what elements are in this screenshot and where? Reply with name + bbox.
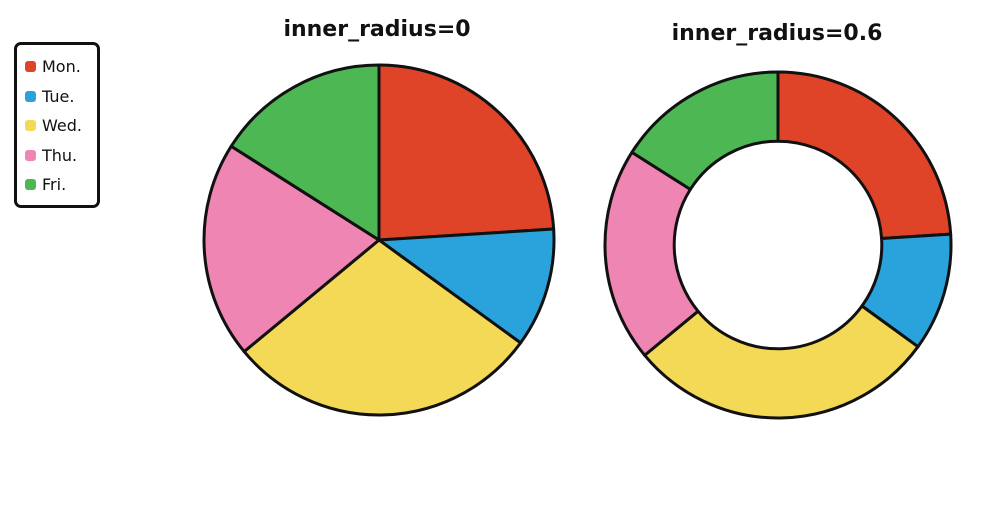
legend-label-fri: Fri.	[42, 175, 67, 195]
slice-fri	[229, 63, 381, 242]
legend-item-wed: Wed.	[25, 111, 97, 141]
legend-swatch-tue	[25, 90, 36, 102]
legend-item-mon: Mon.	[25, 52, 97, 82]
legend-label-thu: Thu.	[42, 145, 78, 165]
legend-item-fri: Fri.	[25, 170, 97, 200]
legend-label-mon: Mon.	[42, 57, 81, 77]
legend-swatch-mon	[25, 61, 36, 73]
donut-chart-right	[603, 70, 953, 420]
legend: Mon. Tue. Wed. Thu. Fri.	[14, 42, 100, 208]
slice-tue	[377, 227, 556, 345]
legend-swatch-thu	[25, 149, 36, 161]
slice-mon	[377, 63, 556, 242]
legend-item-thu: Thu.	[25, 141, 97, 171]
legend-item-tue: Tue.	[25, 82, 97, 112]
legend-label-wed: Wed.	[42, 116, 82, 136]
legend-label-tue: Tue.	[42, 86, 75, 106]
legend-swatch-wed	[25, 120, 36, 132]
legend-swatch-fri	[25, 179, 36, 191]
slice-wed	[242, 238, 523, 417]
slice-wed	[643, 304, 920, 420]
chart-title-left: inner_radius=0	[283, 17, 470, 42]
slice-mon	[776, 70, 953, 240]
slice-thu	[202, 144, 381, 354]
slice-fri	[630, 70, 780, 191]
pie-chart-left	[202, 63, 556, 417]
chart-title-right: inner_radius=0.6	[672, 21, 883, 46]
